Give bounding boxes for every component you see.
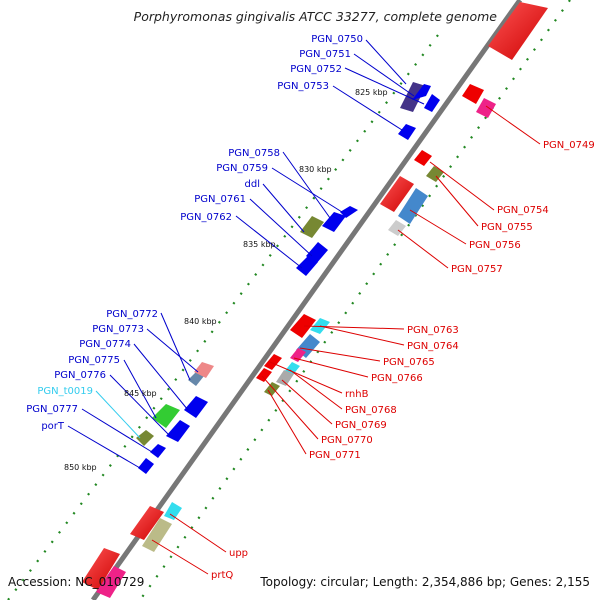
gene-PGN_0763 (290, 314, 316, 338)
gene-label: PGN_0775 (68, 355, 120, 366)
gene-label: porT (41, 421, 65, 432)
reverse-strand-features (82, 2, 548, 598)
gene-label: PGN_0751 (299, 49, 351, 60)
gene-upp (130, 506, 164, 540)
topology-text: Topology: circular; Length: 2,354,886 bp… (259, 575, 590, 589)
gene-label: PGN_0754 (497, 205, 549, 216)
scale-label: 850 kbp (64, 463, 97, 472)
gene-label: PGN_0765 (383, 357, 435, 368)
gene-PGN_0773 (194, 362, 214, 378)
gene-PGN_0776 (166, 420, 190, 442)
right-leader-lines (151, 105, 541, 575)
gene-bottom-pink (96, 566, 126, 598)
gene-label: PGN_0762 (180, 212, 232, 223)
gene-label: PGN_0777 (26, 404, 78, 415)
gene-PGN_0755 (426, 166, 444, 182)
gene-PGN_0749 (462, 84, 484, 104)
gene-PGN_0756b (398, 188, 428, 224)
scale-label: 845 kbp (124, 389, 157, 398)
gene-label: prtQ (211, 570, 233, 581)
gene-label: PGN_0752 (290, 64, 342, 75)
gene-label: PGN_0750 (311, 34, 363, 45)
gene-PGN_0756 (380, 176, 414, 212)
scale-label: 825 kbp (355, 88, 388, 97)
gene-label: PGN_0769 (335, 420, 387, 431)
scale-labels: 825 kbp 830 kbp 835 kbp 840 kbp 845 kbp … (64, 88, 388, 472)
scale-label: 835 kbp (243, 240, 276, 249)
gene-label: PGN_0761 (194, 194, 246, 205)
gene-label: PGN_0753 (277, 81, 329, 92)
gene-label: PGN_0770 (321, 435, 373, 446)
left-leader-lines (67, 39, 425, 469)
gene-label: PGN_0768 (345, 405, 397, 416)
gene-PGN_0754 (414, 150, 432, 166)
gene-porT (138, 458, 154, 474)
gene-label: PGN_0756 (469, 240, 521, 251)
gene-label: PGN_0758 (228, 148, 280, 159)
right-gene-labels: PGN_0749 PGN_0754 PGN_0755 PGN_0756 PGN_… (211, 140, 595, 581)
gene-label: PGN_0776 (54, 370, 106, 381)
left-gene-labels: PGN_0750 PGN_0751 PGN_0752 PGN_0753 PGN_… (26, 34, 363, 432)
gene-PGN_0751 (412, 84, 431, 100)
gene-label: PGN_0773 (92, 324, 144, 335)
scale-label: 840 kbp (184, 317, 217, 326)
gene-PGN_0758 (322, 212, 346, 232)
gene-label: PGN_0764 (407, 341, 459, 352)
gene-label: rnhB (345, 389, 369, 400)
gene-label: PGN_0766 (371, 373, 423, 384)
gene-label: PGN_0774 (79, 339, 131, 350)
forward-strand-features (136, 82, 440, 474)
map-title: Porphyromonas gingivalis ATCC 33277, com… (134, 9, 498, 24)
gene-bottom-red (82, 548, 120, 590)
gene-PGN_0771 (264, 382, 280, 396)
gene-PGN_t0019 (136, 430, 154, 446)
gene-PGN_0752 (424, 94, 440, 112)
gene-upp-b (164, 502, 182, 520)
gene-label: PGN_0757 (451, 264, 503, 275)
genome-backbone (90, 0, 523, 600)
gene-prtQ (142, 518, 172, 552)
gene-PGN_0749b (476, 98, 496, 118)
gene-PGN_0759 (340, 206, 358, 218)
gene-PGN_0753 (398, 124, 416, 140)
gene-PGN_0772 (188, 372, 204, 386)
gene-label: PGN_0763 (407, 325, 459, 336)
gene-rnhB (264, 354, 282, 370)
gene-PGN_0770 (256, 368, 272, 382)
gene-label: PGN_0772 (106, 309, 158, 320)
gene-label: PGN_0771 (309, 450, 361, 461)
gene-label: PGN_0749 (543, 140, 595, 151)
gene-label: ddl (245, 179, 260, 190)
inner-tick-track (7, 34, 439, 600)
gene-PGN_0775 (152, 404, 180, 428)
gene-label: PGN_t0019 (37, 386, 93, 397)
gene-PGN_0750 (400, 82, 426, 112)
gene-label: PGN_0755 (481, 222, 533, 233)
gene-label: upp (229, 548, 248, 559)
gene-PGN_0769 (276, 370, 294, 386)
gene-PGN_0762 (296, 256, 318, 276)
gene-label: PGN_0759 (216, 163, 268, 174)
gene-PGN_0757 (388, 220, 406, 236)
gene-ddl (300, 216, 324, 238)
gene-PGN_0777 (150, 444, 166, 458)
scale-label: 830 kbp (299, 165, 332, 174)
accession-text: Accession: NC_010729 (8, 575, 144, 589)
gene-PGN_0774 (184, 396, 208, 418)
gene-PGN_0749-top (488, 2, 548, 60)
